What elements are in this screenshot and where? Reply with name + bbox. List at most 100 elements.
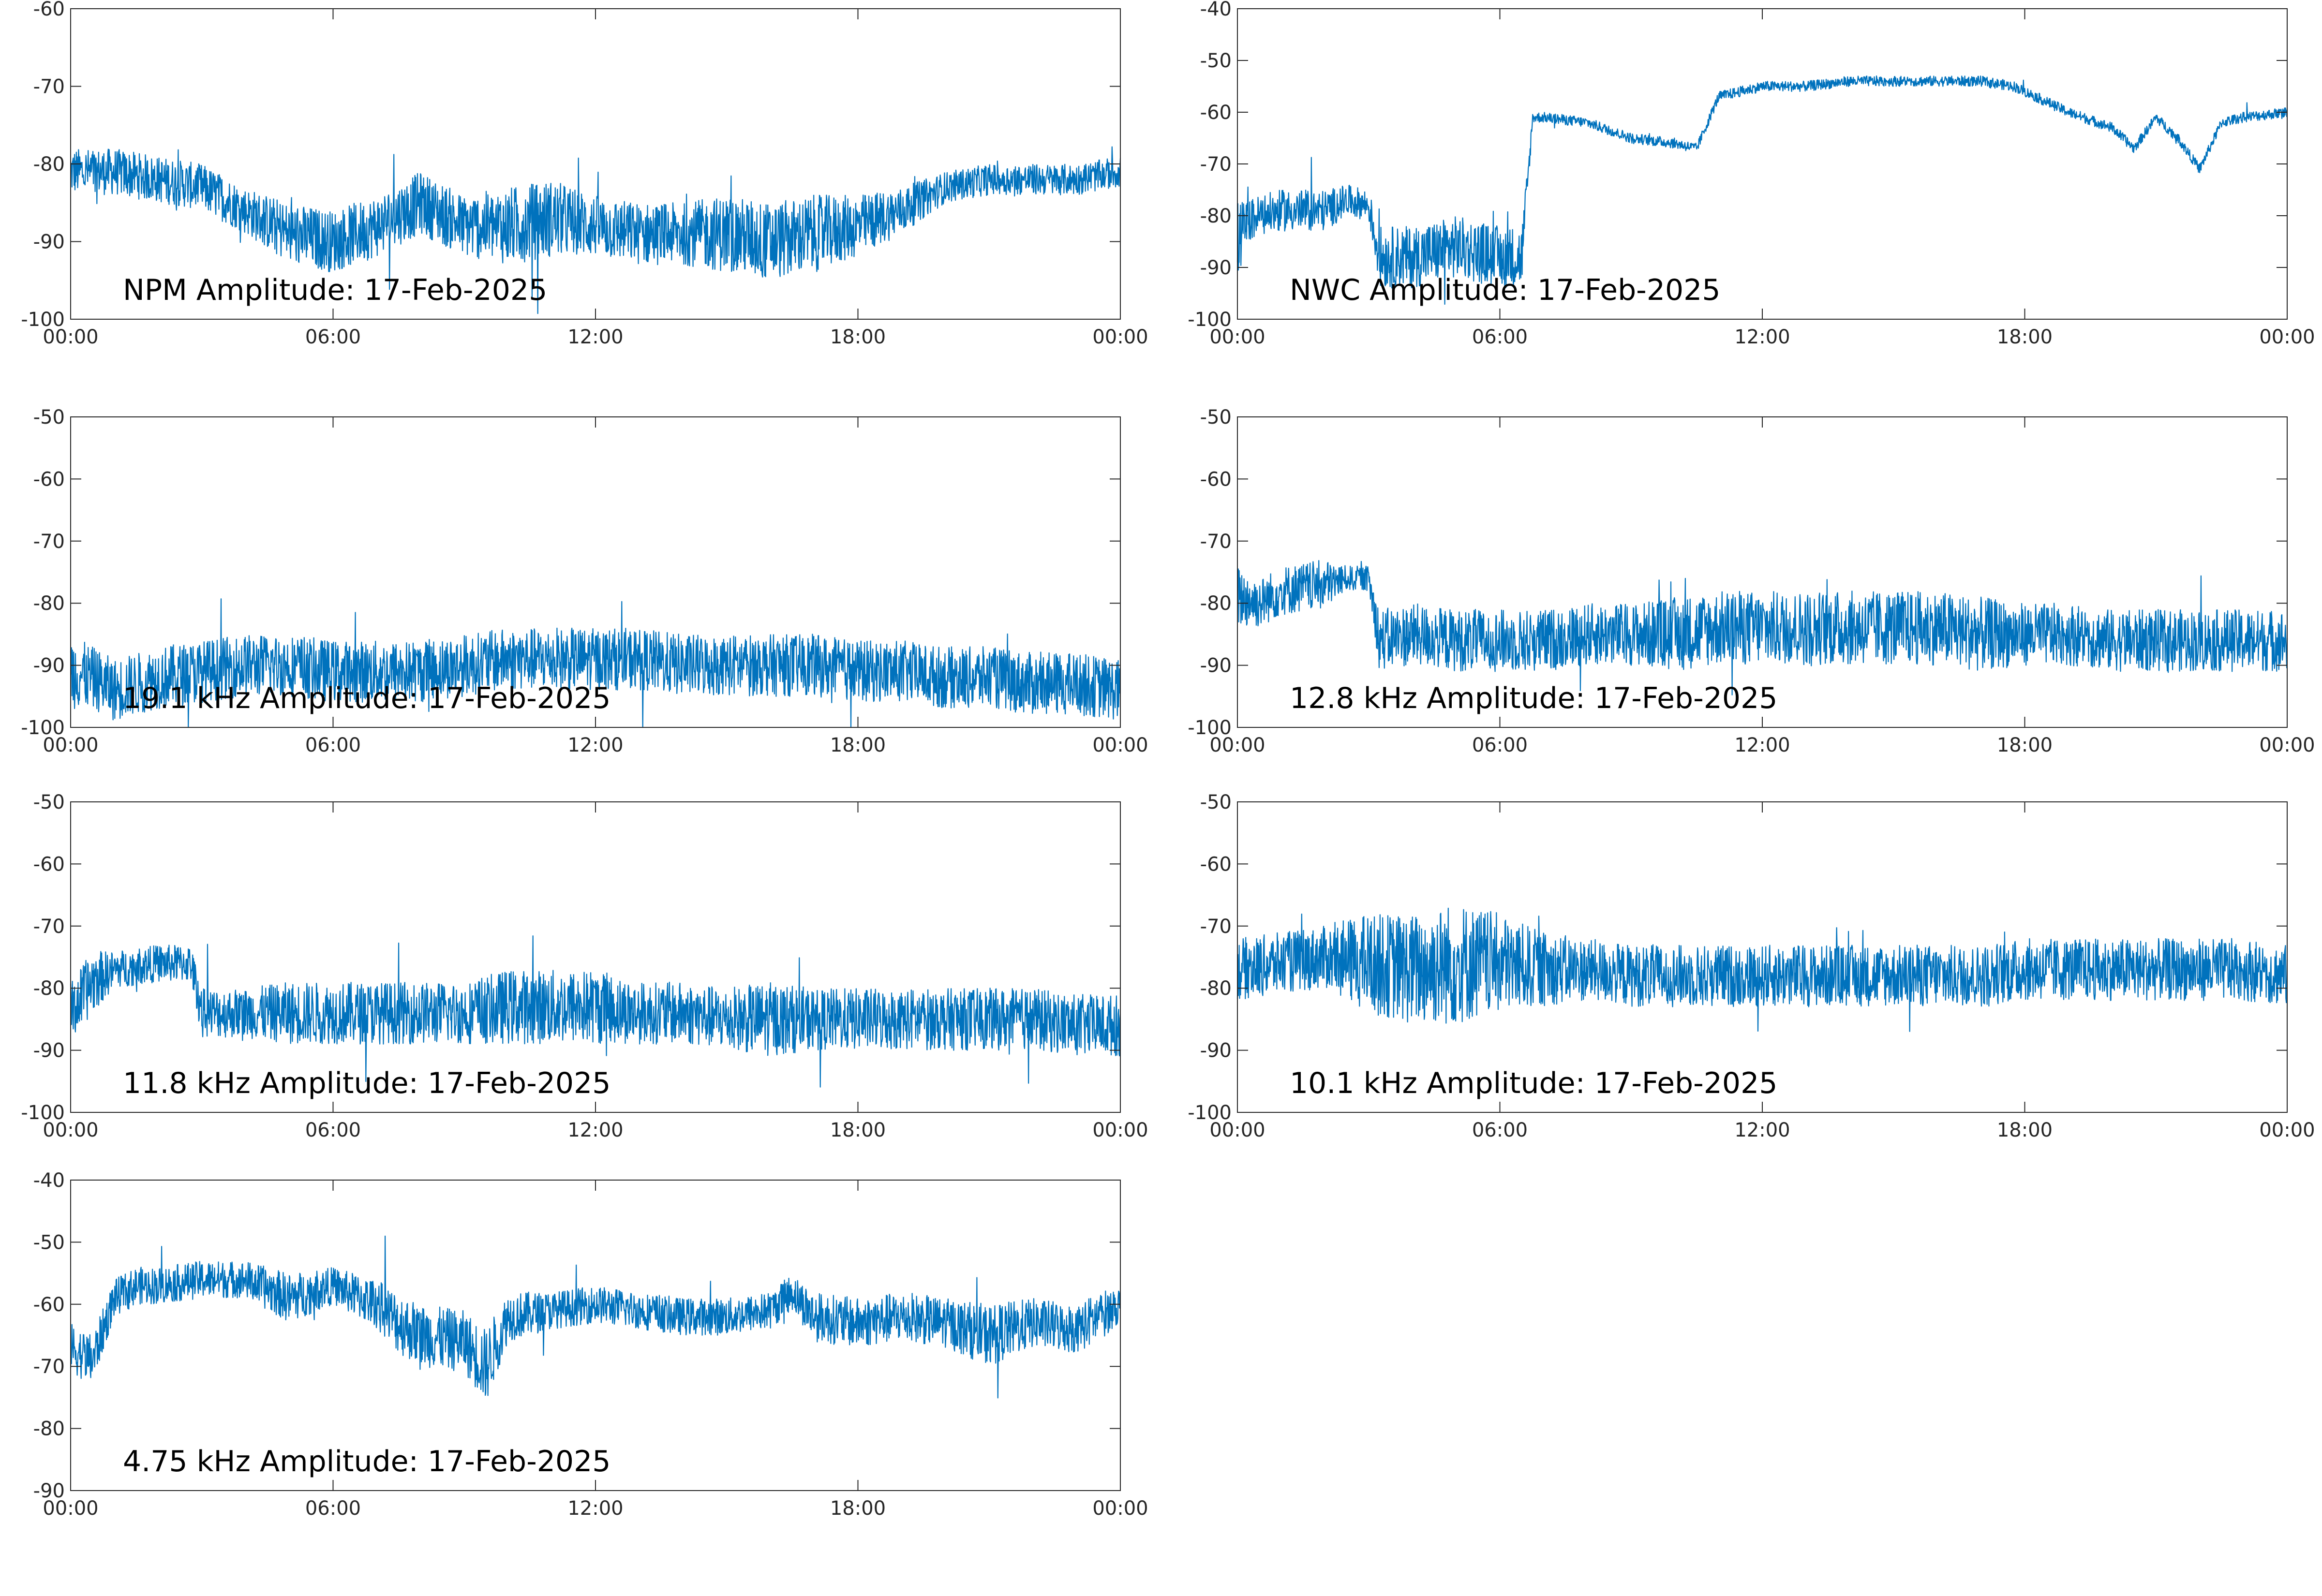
x-tick-label: 00:00: [1209, 326, 1265, 348]
x-tick-label: 18:00: [830, 1119, 886, 1141]
y-tick-label: -70: [33, 76, 65, 98]
y-tick-label: -70: [1200, 531, 1232, 553]
x-tick-label: 18:00: [830, 326, 886, 348]
y-tick-label: -90: [33, 655, 65, 677]
y-tick-label: -70: [1200, 153, 1232, 176]
y-tick-label: -90: [1200, 655, 1232, 677]
y-tick-label: -70: [33, 916, 65, 938]
x-tick-label: 12:00: [1734, 734, 1790, 756]
y-tick-label: -90: [33, 231, 65, 253]
x-tick-label: 00:00: [2259, 1119, 2315, 1141]
y-tick-label: -40: [1200, 0, 1232, 20]
y-tick-label: -100: [21, 717, 65, 739]
y-tick-label: -60: [1200, 102, 1232, 124]
y-tick-label: -100: [1188, 1102, 1232, 1124]
x-tick-label: 00:00: [43, 326, 98, 348]
x-tick-label: 18:00: [830, 1497, 886, 1520]
x-tick-label: 06:00: [1472, 734, 1528, 756]
x-tick-label: 12:00: [567, 734, 623, 756]
y-tick-label: -70: [1200, 916, 1232, 938]
panel-title: NPM Amplitude: 17-Feb-2025: [123, 273, 547, 307]
x-tick-label: 12:00: [567, 1497, 623, 1520]
y-tick-label: -80: [1200, 592, 1232, 615]
panel-title: NWC Amplitude: 17-Feb-2025: [1290, 273, 1721, 307]
panel-title: 12.8 kHz Amplitude: 17-Feb-2025: [1290, 681, 1777, 715]
series-line: [70, 1235, 1121, 1399]
y-tick-label: -50: [33, 791, 65, 813]
x-tick-label: 12:00: [1734, 326, 1790, 348]
panel-title: 19.1 kHz Amplitude: 17-Feb-2025: [123, 681, 610, 715]
x-tick-label: 00:00: [2259, 734, 2315, 756]
y-tick-label: -70: [33, 531, 65, 553]
y-tick-label: -80: [33, 153, 65, 176]
x-tick-label: 00:00: [1209, 734, 1265, 756]
panel-title: 11.8 kHz Amplitude: 17-Feb-2025: [123, 1066, 610, 1100]
y-tick-label: -100: [1188, 717, 1232, 739]
y-tick-label: -60: [1200, 468, 1232, 490]
series-line: [1236, 560, 2288, 695]
x-tick-label: 12:00: [567, 1119, 623, 1141]
y-tick-label: -90: [1200, 1040, 1232, 1062]
y-tick-label: -100: [21, 309, 65, 331]
x-tick-label: 06:00: [305, 1119, 361, 1141]
x-tick-label: 06:00: [305, 326, 361, 348]
x-tick-label: 00:00: [43, 1119, 98, 1141]
y-tick-label: -40: [33, 1169, 65, 1192]
series-line: [1236, 75, 2288, 305]
x-tick-label: 18:00: [1997, 326, 2053, 348]
panel-title: 4.75 kHz Amplitude: 17-Feb-2025: [123, 1445, 610, 1478]
x-tick-label: 00:00: [1092, 1497, 1148, 1520]
y-tick-label: -50: [1200, 406, 1232, 429]
x-tick-label: 00:00: [1092, 1119, 1148, 1141]
series-line: [70, 935, 1121, 1088]
x-tick-label: 18:00: [1997, 734, 2053, 756]
x-tick-label: 18:00: [830, 734, 886, 756]
y-tick-label: -100: [21, 1102, 65, 1124]
y-tick-label: -50: [1200, 50, 1232, 72]
x-tick-label: 06:00: [305, 734, 361, 756]
y-tick-label: -80: [1200, 977, 1232, 1000]
x-tick-label: 06:00: [1472, 326, 1528, 348]
y-tick-label: -100: [1188, 309, 1232, 331]
y-tick-label: -70: [33, 1356, 65, 1378]
y-tick-label: -80: [33, 977, 65, 1000]
panel-title: 10.1 kHz Amplitude: 17-Feb-2025: [1290, 1066, 1777, 1100]
y-tick-label: -90: [33, 1040, 65, 1062]
x-tick-label: 00:00: [43, 1497, 98, 1520]
series-line: [70, 146, 1121, 314]
y-tick-label: -50: [33, 1231, 65, 1254]
x-tick-label: 00:00: [1209, 1119, 1265, 1141]
y-tick-label: -50: [33, 406, 65, 429]
series-line: [1236, 907, 2288, 1032]
x-tick-label: 00:00: [1092, 734, 1148, 756]
y-tick-label: -60: [33, 853, 65, 875]
y-tick-label: -80: [33, 1418, 65, 1440]
y-tick-label: -80: [1200, 205, 1232, 227]
y-tick-label: -90: [1200, 257, 1232, 279]
x-tick-label: 00:00: [43, 734, 98, 756]
x-tick-label: 00:00: [2259, 326, 2315, 348]
series-line: [70, 598, 1121, 728]
y-tick-label: -80: [33, 592, 65, 615]
x-tick-label: 12:00: [567, 326, 623, 348]
x-tick-label: 06:00: [305, 1497, 361, 1520]
y-tick-label: -90: [33, 1480, 65, 1502]
x-tick-label: 18:00: [1997, 1119, 2053, 1141]
y-tick-label: -60: [1200, 853, 1232, 875]
y-tick-label: -60: [33, 0, 65, 20]
x-tick-label: 06:00: [1472, 1119, 1528, 1141]
y-tick-label: -50: [1200, 791, 1232, 813]
x-tick-label: 00:00: [1092, 326, 1148, 348]
x-tick-label: 12:00: [1734, 1119, 1790, 1141]
y-tick-label: -60: [33, 1294, 65, 1316]
